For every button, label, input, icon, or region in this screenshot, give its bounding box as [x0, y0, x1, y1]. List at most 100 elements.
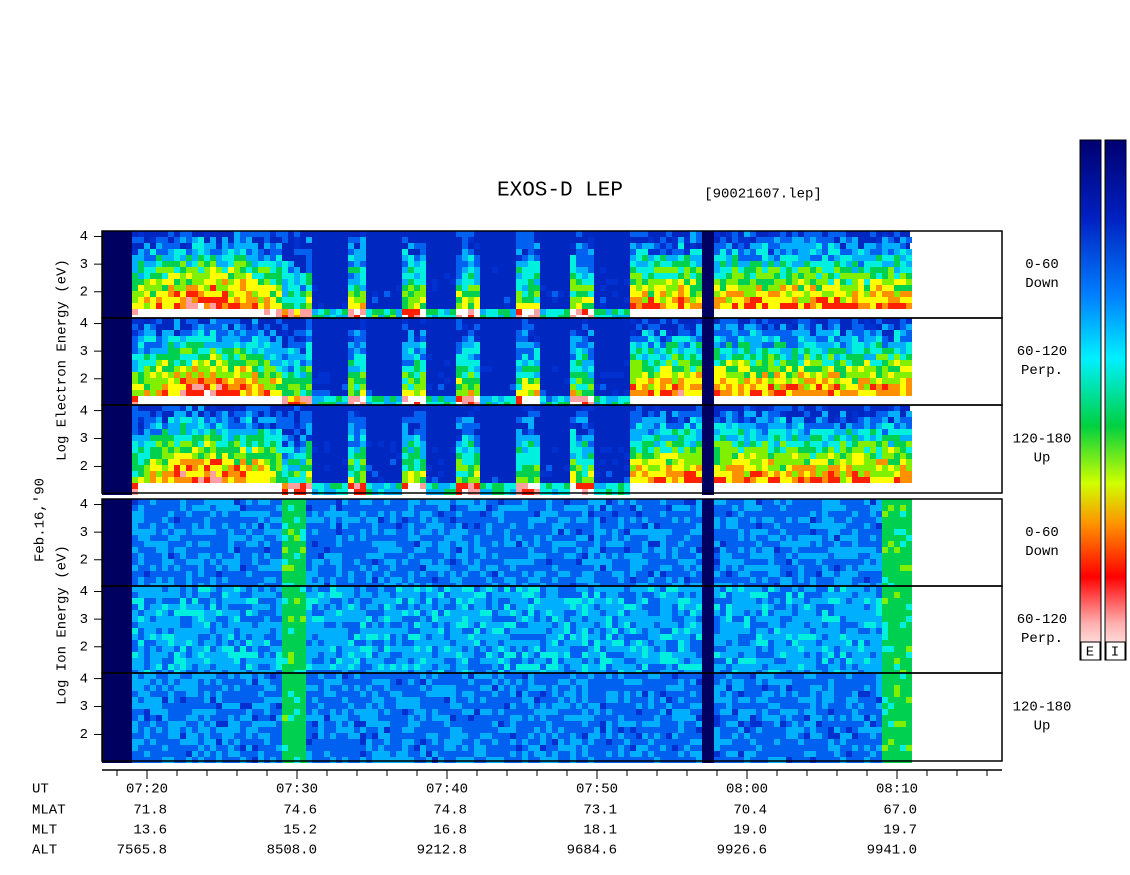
spectrogram-cell [774, 249, 780, 255]
spectrogram-cell [744, 255, 750, 261]
spectrogram-cell [360, 390, 366, 396]
spectrogram-cell [282, 396, 288, 402]
spectrogram-cell [246, 499, 252, 505]
spectrogram-cell [408, 372, 414, 378]
spectrogram-cell [462, 285, 468, 291]
spectrogram-cell [102, 547, 108, 553]
spectrogram-cell [666, 429, 672, 435]
colorbar [1079, 139, 1102, 661]
spectrogram-cell [840, 471, 846, 477]
spectrogram-cell [156, 396, 162, 402]
spectrogram-cell [246, 565, 252, 571]
spectrogram-cell [174, 411, 180, 417]
spectrogram-cell [246, 267, 252, 273]
spectrogram-cell [870, 249, 876, 255]
spectrogram-cell [696, 435, 702, 441]
spectrogram-cell [822, 279, 828, 285]
spectrogram-cell [264, 279, 270, 285]
spectrogram-cell [192, 553, 198, 559]
spectrogram-cell [468, 279, 474, 285]
spectrogram-cell [672, 384, 678, 390]
spectrogram-cell [702, 348, 708, 354]
spectrogram-cell [642, 477, 648, 483]
spectrogram-cell [822, 429, 828, 435]
spectrogram-cell [348, 366, 354, 372]
spectrogram-cell [876, 255, 882, 261]
spectrogram-cell [210, 471, 216, 477]
spectrogram-cell [126, 243, 132, 249]
spectrogram-cell [252, 571, 258, 577]
spectrogram-cell [468, 429, 474, 435]
spectrogram-cell [534, 411, 540, 417]
spectrogram-cell [108, 565, 114, 571]
spectrogram-cell [222, 372, 228, 378]
spectrogram-cell [582, 477, 588, 483]
spectrogram-cell [114, 303, 120, 309]
spectrogram-cell [144, 483, 150, 489]
spectrogram-cell [672, 309, 678, 315]
spectrogram-cell [156, 499, 162, 505]
spectrogram-cell [120, 348, 126, 354]
spectrogram-cell [708, 384, 714, 390]
spectrogram-cell [510, 483, 516, 489]
spectrogram-cell [456, 318, 462, 324]
spectrogram-cell [396, 483, 402, 489]
spectrogram-cell [534, 243, 540, 249]
spectrogram-cell [102, 354, 108, 360]
spectrogram-cell [876, 465, 882, 471]
spectrogram-cell [738, 249, 744, 255]
spectrogram-cell [810, 366, 816, 372]
spectrogram-cell [588, 366, 594, 372]
spectrogram-cell [726, 465, 732, 471]
spectrogram-cell [288, 303, 294, 309]
spectrogram-cell [474, 348, 480, 354]
spectrogram-cell [666, 231, 672, 237]
spectrogram-cell [684, 477, 690, 483]
spectrogram-cell [762, 279, 768, 285]
spectrogram-cell [330, 396, 336, 402]
spectrogram-cell [642, 366, 648, 372]
spectrogram-cell [174, 267, 180, 273]
spectrogram-cell [648, 303, 654, 309]
spectrogram-cell [894, 465, 900, 471]
spectrogram-cell [408, 384, 414, 390]
spectrogram-cell [438, 483, 444, 489]
spectrogram-cell [636, 435, 642, 441]
spectrogram-cell [198, 396, 204, 402]
spectrogram-cell [726, 447, 732, 453]
spectrogram-cell [660, 267, 666, 273]
spectrogram-cell [162, 354, 168, 360]
spectrogram-cell [336, 483, 342, 489]
spectrogram-cell [708, 360, 714, 366]
spectrogram-cell [246, 303, 252, 309]
spectrogram-cell [870, 255, 876, 261]
spectrogram-cell [462, 273, 468, 279]
spectrogram-cell [894, 396, 900, 402]
spectrogram-cell [258, 483, 264, 489]
spectrogram-cell [228, 517, 234, 523]
spectrogram-cell [654, 378, 660, 384]
spectrogram-cell [804, 318, 810, 324]
spectrogram-cell [882, 348, 888, 354]
spectrogram-cell [780, 366, 786, 372]
spectrogram-cell [834, 453, 840, 459]
spectrogram-cell [852, 453, 858, 459]
spectrogram-cell [726, 261, 732, 267]
spectrogram-cell [162, 441, 168, 447]
spectrogram-cell [168, 231, 174, 237]
spectrogram-cell [528, 330, 534, 336]
spectrogram-cell [900, 243, 906, 249]
spectrogram-cell [528, 441, 534, 447]
spectrogram-cell [126, 267, 132, 273]
spectrogram-cell [774, 291, 780, 297]
spectrogram-cell [270, 459, 276, 465]
spectrogram-cell [174, 441, 180, 447]
spectrogram-cell [354, 267, 360, 273]
spectrogram-cell [150, 565, 156, 571]
spectrogram-cell [678, 489, 684, 495]
spectrogram-cell [720, 342, 726, 348]
spectrogram-cell [300, 336, 306, 342]
spectrogram-cell [156, 483, 162, 489]
spectrogram-cell [702, 237, 708, 243]
spectrogram-cell [360, 348, 366, 354]
